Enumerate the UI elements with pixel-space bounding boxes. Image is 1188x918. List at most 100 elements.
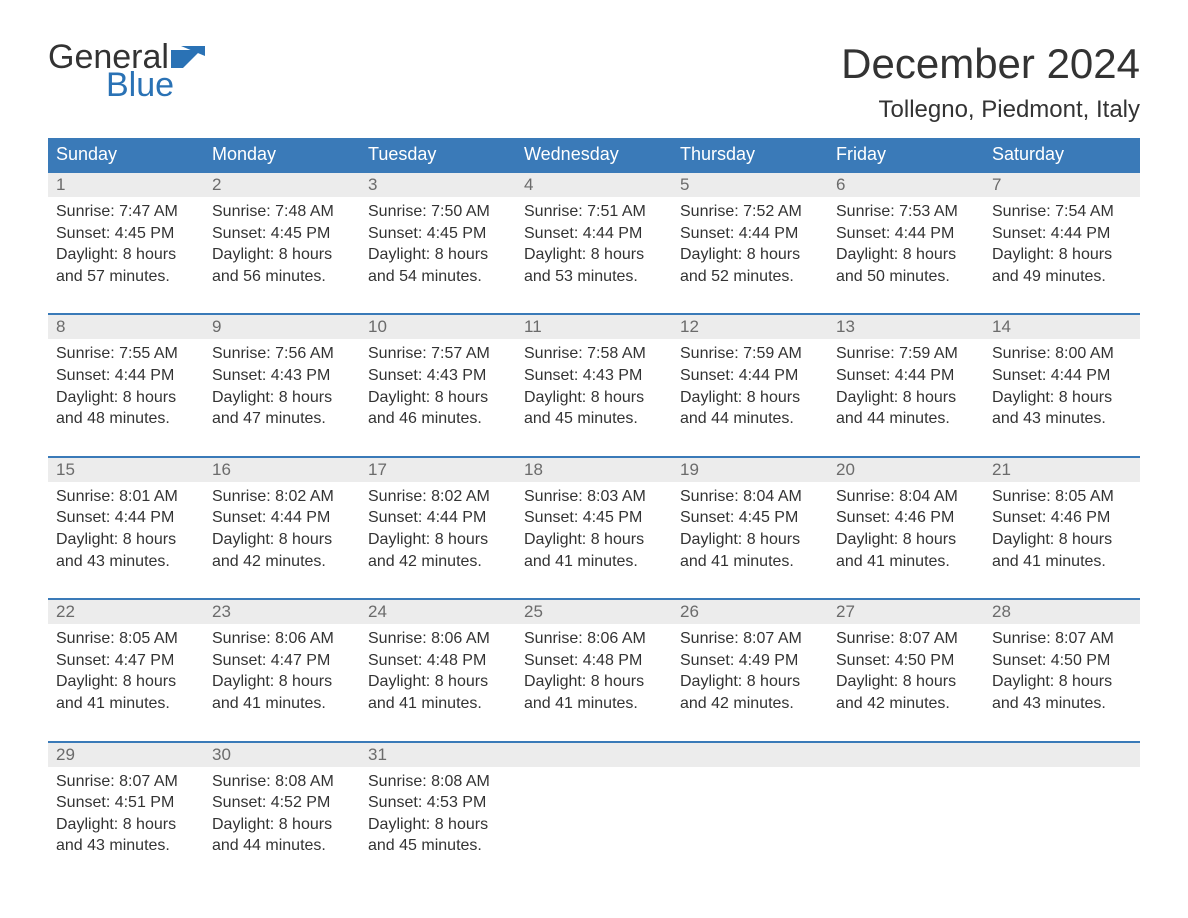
- day-cell: Sunrise: 8:02 AMSunset: 4:44 PMDaylight:…: [360, 482, 516, 582]
- day-cell: Sunrise: 8:05 AMSunset: 4:47 PMDaylight:…: [48, 624, 204, 724]
- day-number: 18: [516, 458, 672, 482]
- day-number: 5: [672, 173, 828, 197]
- day-cell: Sunrise: 7:56 AMSunset: 4:43 PMDaylight:…: [204, 339, 360, 439]
- day-number: 17: [360, 458, 516, 482]
- sunrise-text: Sunrise: 7:59 AM: [836, 343, 976, 365]
- day-number: 26: [672, 600, 828, 624]
- daylight-text-1: Daylight: 8 hours: [56, 671, 196, 693]
- daylight-text-2: and 42 minutes.: [368, 551, 508, 573]
- day-number: 15: [48, 458, 204, 482]
- day-number: 19: [672, 458, 828, 482]
- daylight-text-2: and 54 minutes.: [368, 266, 508, 288]
- daylight-text-2: and 41 minutes.: [836, 551, 976, 573]
- daylight-text-2: and 44 minutes.: [836, 408, 976, 430]
- sunrise-text: Sunrise: 8:06 AM: [524, 628, 664, 650]
- day-cell: Sunrise: 8:07 AMSunset: 4:49 PMDaylight:…: [672, 624, 828, 724]
- day-number: 9: [204, 315, 360, 339]
- day-number: 22: [48, 600, 204, 624]
- daylight-text-1: Daylight: 8 hours: [212, 529, 352, 551]
- day-cell: Sunrise: 8:06 AMSunset: 4:47 PMDaylight:…: [204, 624, 360, 724]
- sunset-text: Sunset: 4:53 PM: [368, 792, 508, 814]
- daylight-text-2: and 41 minutes.: [56, 693, 196, 715]
- daylight-text-1: Daylight: 8 hours: [212, 814, 352, 836]
- sunrise-text: Sunrise: 8:06 AM: [368, 628, 508, 650]
- week-block: 293031 Sunrise: 8:07 AMSunset: 4:51 PMDa…: [48, 741, 1140, 867]
- daylight-text-2: and 41 minutes.: [680, 551, 820, 573]
- daylight-text-2: and 48 minutes.: [56, 408, 196, 430]
- daylight-text-2: and 41 minutes.: [524, 551, 664, 573]
- day-cell: Sunrise: 7:47 AMSunset: 4:45 PMDaylight:…: [48, 197, 204, 297]
- daylight-text-2: and 43 minutes.: [992, 693, 1132, 715]
- page-header: General Blue December 2024 Tollegno, Pie…: [48, 40, 1140, 124]
- day-number-row: 1234567: [48, 173, 1140, 197]
- sunset-text: Sunset: 4:44 PM: [56, 507, 196, 529]
- daylight-text-2: and 44 minutes.: [212, 835, 352, 857]
- day-cell: Sunrise: 8:07 AMSunset: 4:51 PMDaylight:…: [48, 767, 204, 867]
- sunset-text: Sunset: 4:43 PM: [368, 365, 508, 387]
- sunrise-text: Sunrise: 7:54 AM: [992, 201, 1132, 223]
- daylight-text-1: Daylight: 8 hours: [524, 529, 664, 551]
- day-number: 21: [984, 458, 1140, 482]
- sunset-text: Sunset: 4:46 PM: [992, 507, 1132, 529]
- day-number: 29: [48, 743, 204, 767]
- day-number: 2: [204, 173, 360, 197]
- day-cell: Sunrise: 8:08 AMSunset: 4:53 PMDaylight:…: [360, 767, 516, 867]
- sunset-text: Sunset: 4:51 PM: [56, 792, 196, 814]
- sunrise-text: Sunrise: 8:01 AM: [56, 486, 196, 508]
- daylight-text-2: and 56 minutes.: [212, 266, 352, 288]
- day-number: 6: [828, 173, 984, 197]
- day-cell: Sunrise: 7:59 AMSunset: 4:44 PMDaylight:…: [672, 339, 828, 439]
- daylight-text-2: and 43 minutes.: [56, 835, 196, 857]
- sunrise-text: Sunrise: 8:08 AM: [368, 771, 508, 793]
- day-number-row: 891011121314: [48, 315, 1140, 339]
- day-cell: Sunrise: 8:03 AMSunset: 4:45 PMDaylight:…: [516, 482, 672, 582]
- day-cell: Sunrise: 7:55 AMSunset: 4:44 PMDaylight:…: [48, 339, 204, 439]
- daylight-text-1: Daylight: 8 hours: [368, 814, 508, 836]
- sunset-text: Sunset: 4:50 PM: [992, 650, 1132, 672]
- dayheader-wed: Wednesday: [516, 138, 672, 171]
- daylight-text-2: and 57 minutes.: [56, 266, 196, 288]
- daylight-text-1: Daylight: 8 hours: [368, 244, 508, 266]
- day-cell: Sunrise: 7:48 AMSunset: 4:45 PMDaylight:…: [204, 197, 360, 297]
- sunrise-text: Sunrise: 8:03 AM: [524, 486, 664, 508]
- day-number: [672, 743, 828, 767]
- day-number: 11: [516, 315, 672, 339]
- daylight-text-1: Daylight: 8 hours: [992, 244, 1132, 266]
- day-cell: Sunrise: 7:58 AMSunset: 4:43 PMDaylight:…: [516, 339, 672, 439]
- daylight-text-1: Daylight: 8 hours: [680, 387, 820, 409]
- day-number: 12: [672, 315, 828, 339]
- day-cell: Sunrise: 8:05 AMSunset: 4:46 PMDaylight:…: [984, 482, 1140, 582]
- day-cell: [672, 767, 828, 867]
- day-cell: Sunrise: 8:04 AMSunset: 4:45 PMDaylight:…: [672, 482, 828, 582]
- day-number: 28: [984, 600, 1140, 624]
- day-number: 30: [204, 743, 360, 767]
- day-number: 13: [828, 315, 984, 339]
- day-cell: Sunrise: 8:06 AMSunset: 4:48 PMDaylight:…: [516, 624, 672, 724]
- daylight-text-1: Daylight: 8 hours: [368, 529, 508, 551]
- daylight-text-1: Daylight: 8 hours: [524, 244, 664, 266]
- sunset-text: Sunset: 4:44 PM: [368, 507, 508, 529]
- daylight-text-1: Daylight: 8 hours: [56, 244, 196, 266]
- month-title: December 2024: [841, 40, 1140, 88]
- day-number: 27: [828, 600, 984, 624]
- sunset-text: Sunset: 4:49 PM: [680, 650, 820, 672]
- sunset-text: Sunset: 4:44 PM: [680, 365, 820, 387]
- sunset-text: Sunset: 4:50 PM: [836, 650, 976, 672]
- sunrise-text: Sunrise: 7:47 AM: [56, 201, 196, 223]
- daylight-text-2: and 52 minutes.: [680, 266, 820, 288]
- day-content-row: Sunrise: 7:47 AMSunset: 4:45 PMDaylight:…: [48, 197, 1140, 297]
- daylight-text-1: Daylight: 8 hours: [368, 671, 508, 693]
- sunset-text: Sunset: 4:47 PM: [56, 650, 196, 672]
- daylight-text-1: Daylight: 8 hours: [524, 671, 664, 693]
- sunrise-text: Sunrise: 8:05 AM: [56, 628, 196, 650]
- daylight-text-1: Daylight: 8 hours: [992, 529, 1132, 551]
- daylight-text-2: and 53 minutes.: [524, 266, 664, 288]
- sunrise-text: Sunrise: 8:02 AM: [368, 486, 508, 508]
- day-number: 7: [984, 173, 1140, 197]
- daylight-text-2: and 41 minutes.: [368, 693, 508, 715]
- sunset-text: Sunset: 4:47 PM: [212, 650, 352, 672]
- day-content-row: Sunrise: 8:07 AMSunset: 4:51 PMDaylight:…: [48, 767, 1140, 867]
- daylight-text-1: Daylight: 8 hours: [836, 671, 976, 693]
- day-number: 8: [48, 315, 204, 339]
- daylight-text-1: Daylight: 8 hours: [680, 529, 820, 551]
